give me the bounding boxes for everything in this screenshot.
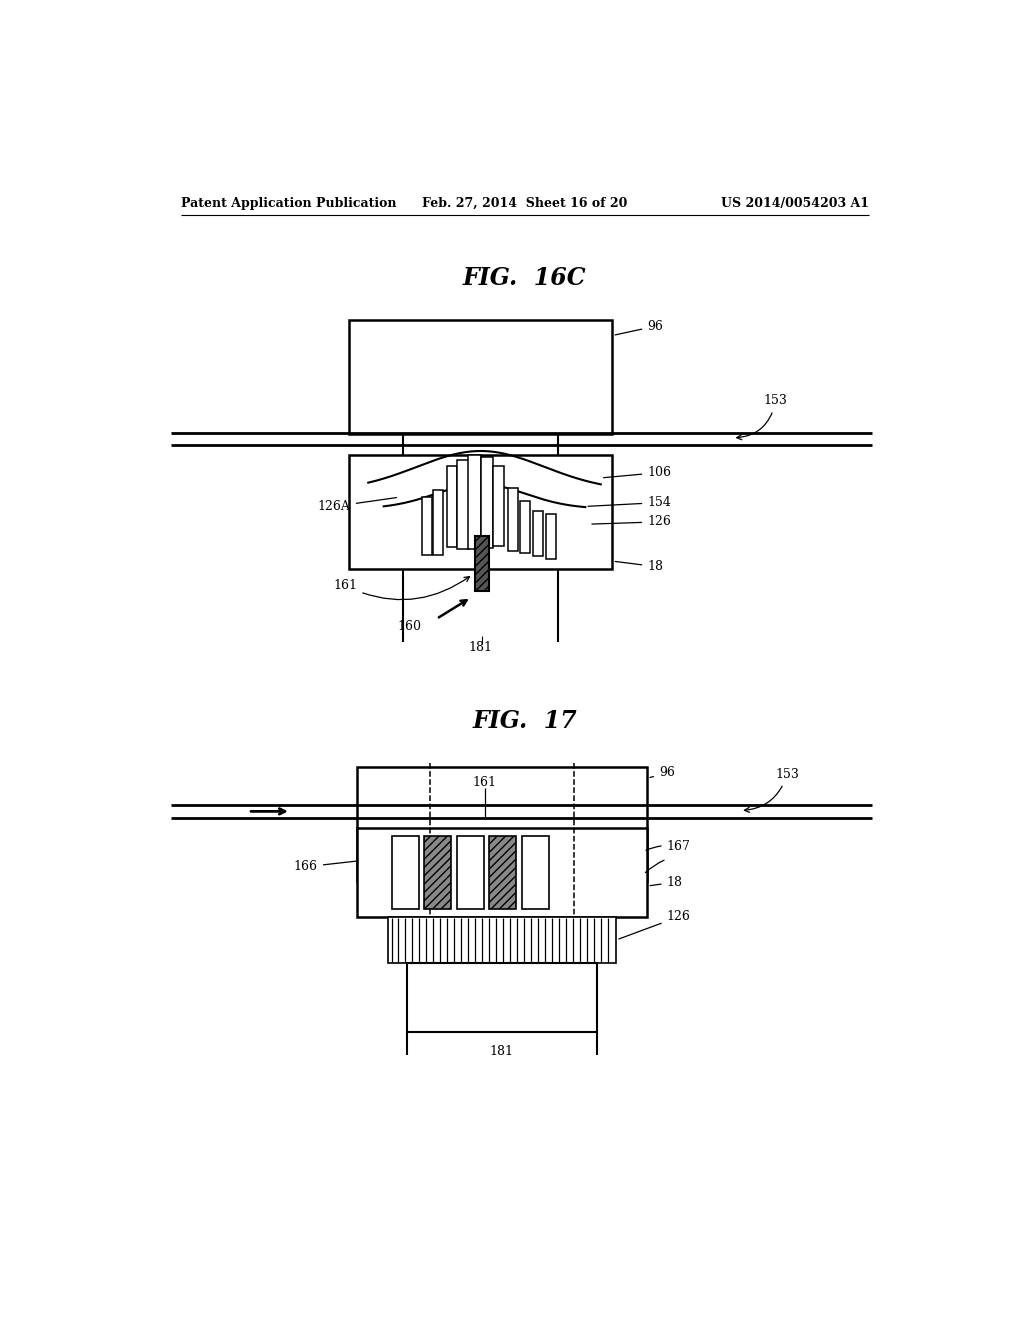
Text: 181: 181 — [469, 640, 493, 653]
Text: Feb. 27, 2014  Sheet 16 of 20: Feb. 27, 2014 Sheet 16 of 20 — [422, 197, 628, 210]
Bar — [424, 836, 452, 909]
Text: 154: 154 — [588, 496, 671, 510]
Text: 166: 166 — [294, 861, 357, 874]
Text: FIG.  17: FIG. 17 — [472, 709, 578, 733]
Text: FIG.  16C: FIG. 16C — [463, 265, 587, 290]
Bar — [433, 490, 443, 554]
Bar — [388, 917, 616, 964]
Text: 96: 96 — [615, 319, 664, 335]
Text: 126A: 126A — [317, 498, 396, 513]
Text: 161: 161 — [334, 577, 469, 599]
Bar — [407, 964, 597, 1032]
Bar — [546, 515, 556, 558]
Bar — [391, 836, 419, 909]
Text: 96: 96 — [650, 767, 675, 779]
Bar — [446, 466, 458, 548]
Text: 106: 106 — [603, 466, 672, 479]
Text: 18: 18 — [650, 875, 683, 888]
Bar — [468, 455, 480, 549]
Bar — [349, 321, 612, 434]
Text: Patent Application Publication: Patent Application Publication — [180, 197, 396, 210]
Bar — [532, 511, 543, 556]
Bar — [508, 488, 518, 552]
Bar — [480, 457, 493, 548]
Bar — [520, 502, 530, 553]
Text: 126: 126 — [618, 911, 690, 939]
Bar — [457, 836, 483, 909]
Bar — [489, 836, 516, 909]
Bar — [475, 536, 489, 591]
Text: 126: 126 — [592, 515, 671, 528]
Bar — [457, 461, 469, 549]
Text: 181: 181 — [489, 1045, 514, 1059]
Text: 161: 161 — [472, 776, 497, 788]
Text: 18: 18 — [615, 560, 664, 573]
Bar — [521, 836, 549, 909]
Bar — [356, 829, 647, 917]
Bar — [349, 455, 612, 569]
Text: 160: 160 — [397, 620, 422, 634]
Text: 153: 153 — [744, 768, 799, 812]
Text: 153: 153 — [736, 395, 787, 440]
Bar — [356, 767, 647, 880]
Text: US 2014/0054203 A1: US 2014/0054203 A1 — [721, 197, 869, 210]
Bar — [422, 498, 432, 554]
Text: 167: 167 — [646, 840, 690, 853]
Bar — [493, 466, 504, 546]
